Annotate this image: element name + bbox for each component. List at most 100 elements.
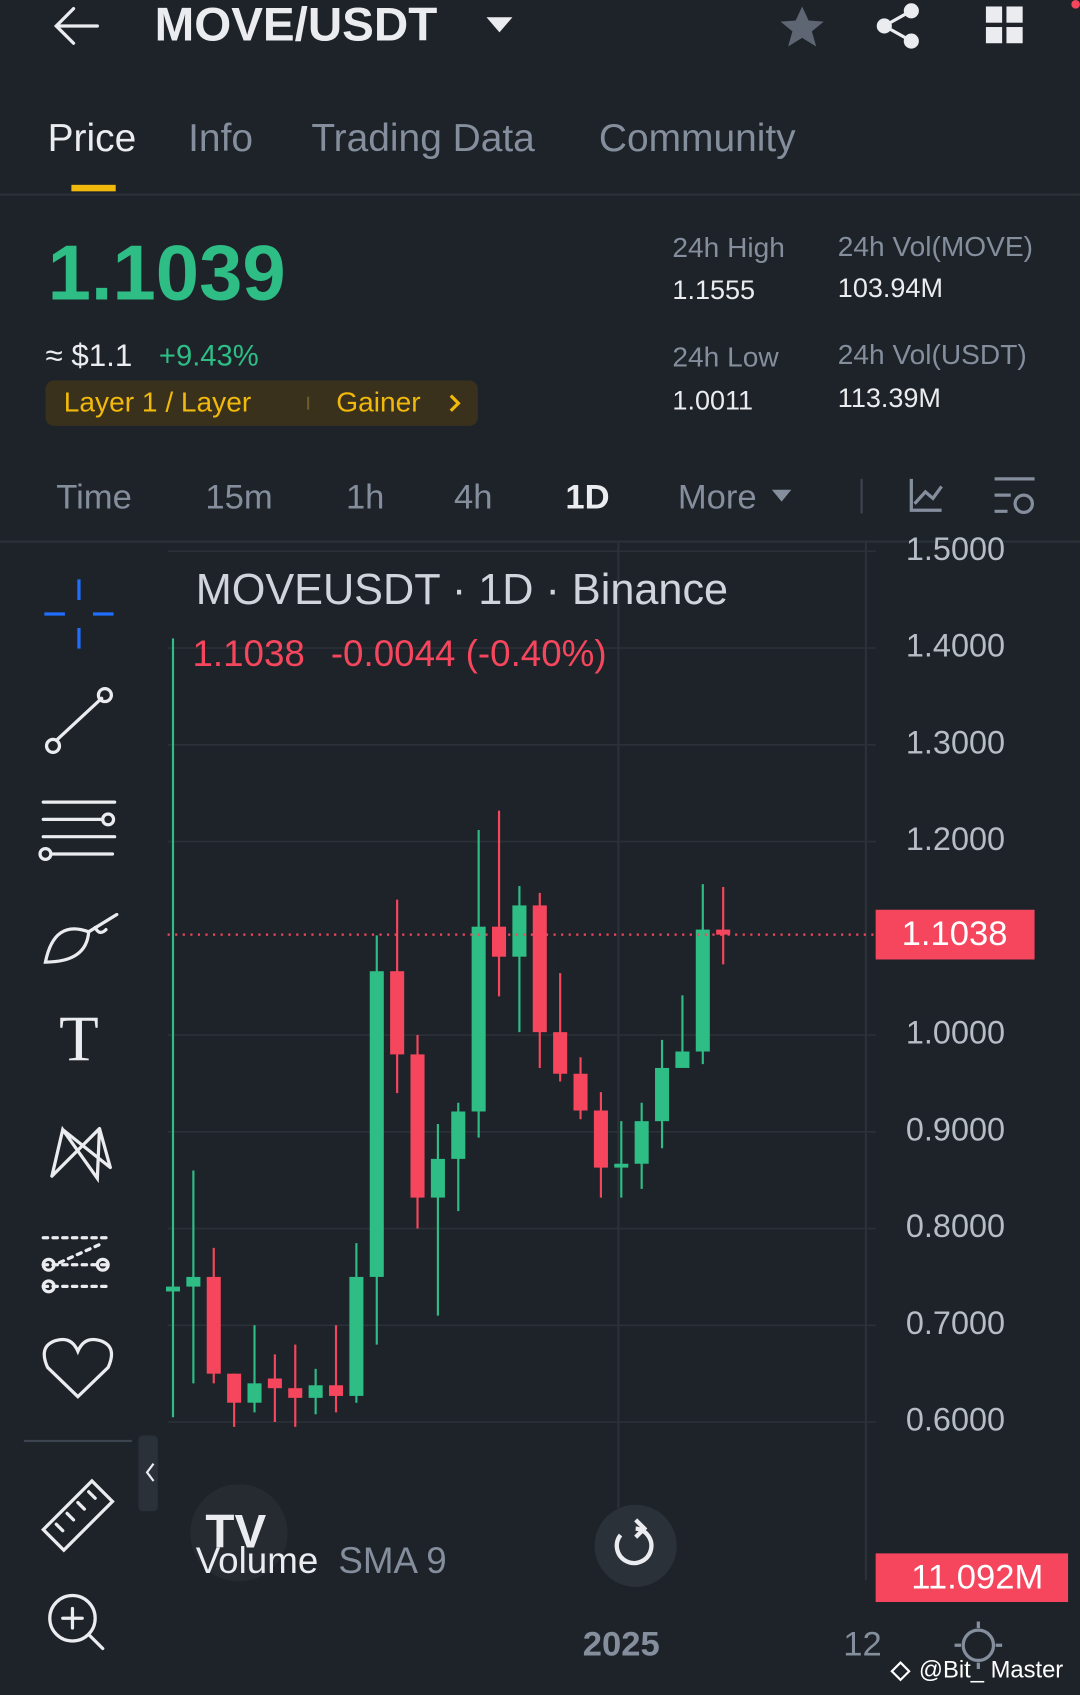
candle-body bbox=[716, 929, 731, 935]
tab[interactable]: Community bbox=[599, 117, 796, 160]
pair-title[interactable]: MOVE/USDT bbox=[155, 0, 438, 52]
axis-border bbox=[864, 542, 868, 1581]
y-tick-label: 0.7000 bbox=[906, 1305, 1005, 1341]
volume-badge bbox=[875, 1553, 1069, 1603]
indicator-icon[interactable] bbox=[909, 478, 943, 512]
candle-body bbox=[308, 1385, 323, 1398]
interval[interactable]: More bbox=[678, 479, 757, 517]
legend-close: 1.1038 bbox=[192, 633, 304, 674]
fib-tool[interactable] bbox=[41, 1236, 110, 1294]
divider bbox=[0, 193, 1080, 196]
legend-change: -0.0044 (-0.40%) bbox=[331, 633, 607, 674]
interval-active[interactable]: 1D bbox=[565, 479, 609, 517]
notification-dot bbox=[1071, 0, 1080, 9]
candle-body bbox=[695, 929, 710, 1052]
tag-chevron bbox=[449, 394, 461, 412]
candle-body bbox=[593, 1110, 608, 1168]
candle-body bbox=[430, 1158, 445, 1198]
candle-body bbox=[655, 1067, 670, 1122]
tv-logo-bg bbox=[190, 1484, 288, 1582]
last-price-badge bbox=[875, 909, 1035, 960]
y-tick-label: 1.2000 bbox=[906, 821, 1005, 857]
settings-icon[interactable] bbox=[994, 477, 1035, 515]
volume-title: Volume bbox=[196, 1540, 319, 1581]
y-tick-label: 0.9000 bbox=[906, 1111, 1005, 1147]
chart-title: MOVEUSDT · 1D · Binance bbox=[196, 566, 728, 614]
price-change: +9.43% bbox=[159, 341, 259, 373]
hline-tool[interactable] bbox=[38, 800, 117, 862]
tag[interactable]: Gainer bbox=[336, 387, 420, 418]
last-price-label: 1.1038 bbox=[902, 915, 1008, 953]
grid-line-vertical bbox=[617, 542, 620, 1508]
grid-menu-icon[interactable] bbox=[985, 6, 1023, 44]
candle-body bbox=[227, 1373, 242, 1403]
divider bbox=[23, 1439, 132, 1443]
candle-body bbox=[349, 1276, 364, 1396]
candle-body bbox=[186, 1276, 201, 1287]
tab-indicator bbox=[71, 184, 116, 192]
x-tick-label: 12 bbox=[843, 1625, 881, 1663]
reset-button-bg[interactable] bbox=[594, 1504, 677, 1587]
stat-value: 1.0011 bbox=[672, 385, 753, 415]
stat-label: 24h Low bbox=[672, 341, 779, 372]
y-tick-label: 1.4000 bbox=[906, 628, 1005, 664]
crosshair-tool[interactable] bbox=[44, 579, 114, 649]
candle-body bbox=[267, 1378, 282, 1389]
tag[interactable]: Layer 1 / Layer bbox=[64, 387, 251, 418]
candle-body bbox=[390, 971, 405, 1055]
brush-tool[interactable] bbox=[43, 912, 119, 964]
tv-logo: TV bbox=[205, 1506, 266, 1559]
x-tick-label: 2025 bbox=[583, 1625, 660, 1663]
back-button[interactable] bbox=[53, 7, 99, 45]
tag-divider bbox=[307, 396, 310, 410]
tab[interactable]: Info bbox=[188, 117, 253, 160]
favorite-icon[interactable] bbox=[780, 6, 824, 47]
share-icon[interactable] bbox=[876, 3, 919, 49]
volume-last: 11.092M bbox=[911, 1558, 1043, 1596]
line-tool[interactable] bbox=[44, 686, 114, 754]
tab[interactable]: Trading Data bbox=[311, 117, 535, 160]
collapse-arrow bbox=[145, 1463, 155, 1482]
y-tick-label: 0.6000 bbox=[906, 1402, 1005, 1438]
candle-body bbox=[451, 1111, 466, 1159]
reset-icon bbox=[614, 1518, 654, 1566]
pair-dropdown[interactable] bbox=[486, 17, 513, 33]
candle-body bbox=[328, 1385, 344, 1396]
y-tick-label: 1.3000 bbox=[906, 724, 1005, 760]
interval[interactable]: 1h bbox=[346, 479, 384, 517]
candle-body bbox=[247, 1383, 262, 1403]
stat-label: 24h High bbox=[672, 232, 784, 263]
candle-body bbox=[165, 1286, 181, 1292]
candle-body bbox=[553, 1032, 568, 1074]
stat-value: 113.39M bbox=[838, 383, 941, 413]
interval[interactable]: 15m bbox=[205, 479, 272, 517]
text-tool[interactable]: T bbox=[59, 1003, 99, 1075]
candle-body bbox=[573, 1073, 588, 1111]
candle-body bbox=[512, 905, 527, 957]
favorite-tools[interactable] bbox=[42, 1337, 114, 1399]
settings-gear[interactable] bbox=[954, 1621, 1003, 1670]
ruler-tool[interactable] bbox=[40, 1478, 115, 1553]
interval[interactable]: 4h bbox=[454, 479, 492, 517]
candle-body bbox=[634, 1121, 649, 1164]
zoom-tool[interactable] bbox=[48, 1593, 105, 1651]
tab[interactable]: Price bbox=[48, 117, 137, 160]
plot-area bbox=[165, 550, 876, 1427]
last-price: 1.1039 bbox=[48, 230, 286, 316]
pattern-tool[interactable] bbox=[50, 1125, 112, 1184]
candle-body bbox=[369, 971, 384, 1277]
more-caret bbox=[771, 489, 792, 502]
candle-body bbox=[206, 1276, 221, 1374]
interval[interactable]: Time bbox=[56, 479, 132, 517]
watermark-icon bbox=[890, 1661, 911, 1682]
candle-body bbox=[288, 1388, 303, 1398]
watermark: @Bit_ Master bbox=[919, 1656, 1063, 1683]
y-tick-label: 1.0000 bbox=[906, 1015, 1005, 1051]
usd-price: ≈ $1.1 bbox=[45, 338, 132, 373]
y-axis bbox=[167, 550, 876, 1423]
stat-label: 24h Vol(USDT) bbox=[838, 339, 1027, 370]
stat-value: 103.94M bbox=[838, 273, 943, 303]
